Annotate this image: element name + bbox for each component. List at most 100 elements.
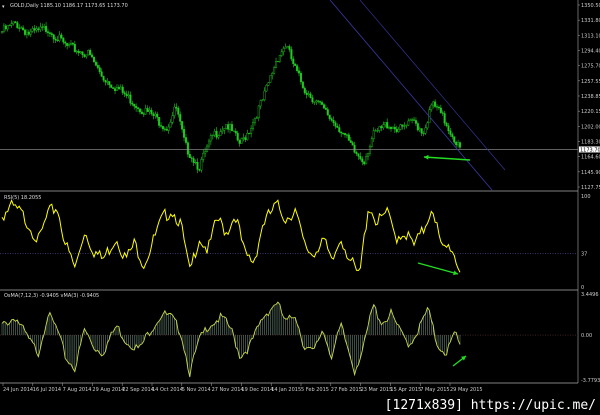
- price-tick-label: 1313.10: [581, 33, 600, 39]
- trendline: [329, 0, 493, 191]
- osma-tick-label: 0.00: [581, 333, 592, 339]
- candle: [156, 113, 159, 118]
- candle: [334, 122, 337, 127]
- candle: [194, 162, 197, 164]
- candle: [188, 154, 191, 158]
- candle: [414, 120, 417, 124]
- candle: [114, 88, 117, 91]
- candle: [56, 39, 59, 41]
- candle: [280, 51, 283, 56]
- candle: [8, 24, 11, 26]
- candle: [455, 141, 458, 146]
- candle: [2, 25, 5, 32]
- candle: [131, 103, 134, 105]
- price-divergence-arrow-head: [424, 154, 429, 160]
- candle: [46, 31, 49, 33]
- candle: [29, 31, 32, 35]
- candle: [244, 137, 247, 141]
- candle: [35, 28, 38, 31]
- candle: [376, 130, 379, 132]
- candle: [206, 145, 209, 152]
- candle: [6, 25, 9, 30]
- candle: [192, 158, 195, 163]
- candle: [16, 22, 19, 29]
- candle: [106, 81, 109, 83]
- price-tick-label: 1257.55: [581, 79, 600, 85]
- watermark: [1271x839] https://upic.me/: [384, 398, 596, 413]
- current-price-label: 1173.70: [580, 147, 600, 153]
- time-tick-label: 7 May 2015: [420, 387, 449, 393]
- candle: [443, 113, 446, 124]
- candle: [315, 100, 318, 103]
- candle: [347, 134, 350, 141]
- candle: [213, 130, 216, 136]
- candle: [22, 27, 25, 31]
- candle: [317, 100, 320, 102]
- time-tick-label: 24 Jun 2014: [3, 387, 33, 393]
- osma-header: OsMA(7,12,3) -0.9405 vMA(3) -0.9405: [4, 293, 99, 299]
- candle: [69, 42, 72, 45]
- current-price-box: [579, 146, 600, 153]
- candle: [81, 51, 84, 55]
- candle: [133, 104, 136, 107]
- candle: [288, 46, 291, 50]
- candle: [367, 153, 370, 157]
- candle: [181, 121, 184, 130]
- price-tick-label: 1238.85: [581, 94, 600, 100]
- candle: [232, 130, 235, 132]
- candle: [349, 140, 352, 143]
- time-tick-label: 29 Aug 2014: [92, 387, 124, 393]
- candle: [370, 138, 373, 147]
- candle: [338, 127, 341, 133]
- candle: [437, 106, 440, 109]
- candle: [154, 113, 157, 116]
- candle: [372, 130, 375, 139]
- candle: [332, 120, 335, 123]
- candle: [198, 169, 201, 171]
- candle: [409, 119, 412, 122]
- time-tick-label: 5 Nov 2014: [182, 387, 211, 393]
- candle: [393, 126, 396, 130]
- candle: [119, 86, 122, 90]
- candle: [225, 124, 228, 129]
- candle: [163, 128, 166, 130]
- price-tick-label: 1350.50: [581, 3, 600, 9]
- candle: [234, 131, 237, 134]
- candle: [353, 144, 356, 153]
- candle: [64, 41, 67, 44]
- candle: [221, 129, 224, 132]
- candle: [267, 82, 270, 86]
- candle: [137, 107, 140, 109]
- candle: [298, 70, 301, 74]
- candle: [110, 84, 113, 88]
- candle: [344, 133, 347, 135]
- price-tick-label: 1220.15: [581, 109, 600, 115]
- candle: [368, 146, 371, 154]
- candle: [31, 28, 34, 32]
- candle: [108, 81, 111, 86]
- candle: [319, 101, 322, 103]
- candle: [395, 128, 398, 132]
- candle: [252, 122, 255, 129]
- candle: [380, 126, 383, 129]
- candle: [79, 51, 82, 53]
- candle: [161, 126, 164, 130]
- candle: [422, 132, 425, 134]
- candle: [238, 139, 241, 144]
- candle: [313, 101, 316, 103]
- candle: [357, 153, 360, 157]
- candle: [89, 50, 92, 56]
- candle: [284, 46, 287, 49]
- candle: [311, 97, 314, 103]
- candle: [296, 65, 299, 72]
- candle: [73, 43, 76, 53]
- candle: [365, 156, 368, 165]
- candle: [217, 135, 220, 138]
- candle: [125, 93, 128, 96]
- candle: [457, 142, 460, 146]
- candle: [92, 56, 95, 63]
- candle: [405, 124, 408, 127]
- candle: [169, 122, 172, 128]
- candle: [290, 49, 293, 60]
